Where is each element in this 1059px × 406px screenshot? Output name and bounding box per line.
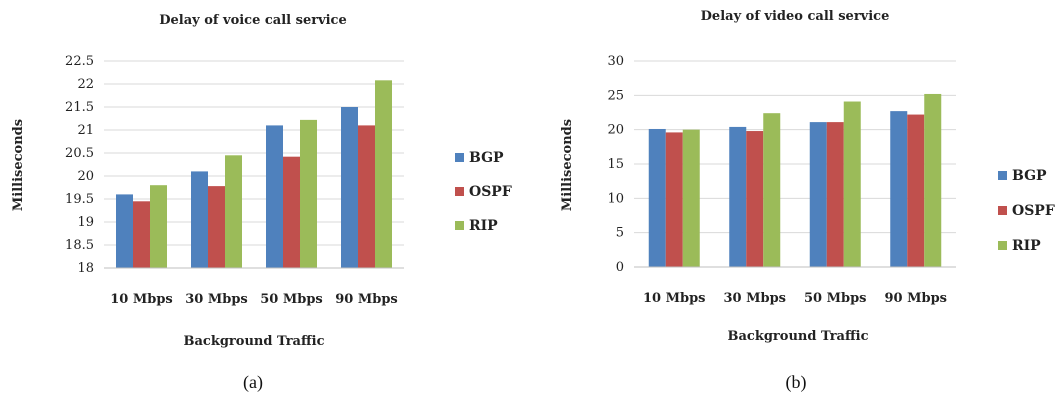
chart-a-legend: BGP OSPF RIP <box>455 150 512 234</box>
bar-ospf-3 <box>826 122 844 267</box>
legend-label-ospf: OSPF <box>1012 203 1055 219</box>
y-tick-label: 18.5 <box>65 238 94 253</box>
x-category-label: 10 Mbps <box>110 292 173 307</box>
x-category-label: 30 Mbps <box>185 292 248 307</box>
bar-ospf-1 <box>665 132 683 267</box>
bar-rip-4 <box>924 93 942 268</box>
bar-rip-3 <box>300 119 317 268</box>
y-tick-label: 21.5 <box>65 100 94 115</box>
legend-label-bgp: BGP <box>469 150 504 166</box>
bar-bgp-3 <box>809 122 827 267</box>
legend-label-ospf: OSPF <box>469 184 512 200</box>
y-tick-label: 10 <box>607 191 624 206</box>
legend-label-rip: RIP <box>1012 238 1041 254</box>
bar-ospf-1 <box>133 201 150 268</box>
bar-ospf-3 <box>283 156 300 268</box>
bar-bgp-2 <box>729 126 747 267</box>
chart-a-title: Delay of voice call service <box>159 13 347 28</box>
bar-ospf-2 <box>208 186 225 268</box>
x-category-label: 50 Mbps <box>260 292 323 307</box>
bar-bgp-4 <box>890 111 908 267</box>
y-tick-label: 19.5 <box>65 192 94 207</box>
bar-ospf-4 <box>907 114 925 267</box>
chart-b-ylabel: Milliseconds <box>560 119 575 211</box>
chart-b-xlabel: Background Traffic <box>728 329 869 344</box>
legend-swatch-rip <box>455 221 464 230</box>
chart-b-y-ticks: 0 5 10 15 20 25 30 <box>607 54 624 275</box>
x-category-label: 30 Mbps <box>723 291 786 306</box>
chart-a: Delay of voice call service Milliseconds… <box>11 13 512 393</box>
bar-ospf-2 <box>746 131 764 267</box>
legend-swatch-ospf <box>998 206 1007 215</box>
y-tick-label: 20.5 <box>65 146 94 161</box>
x-category-label: 50 Mbps <box>804 291 867 306</box>
chart-b-categories: 10 Mbps 30 Mbps 50 Mbps 90 Mbps <box>643 291 947 306</box>
y-tick-label: 5 <box>616 226 624 241</box>
bar-rip-3 <box>843 101 861 267</box>
chart-a-y-ticks: 18 18.5 19 19.5 20 20.5 21 21.5 22 22.5 <box>65 54 94 276</box>
chart-b-bars <box>648 93 942 268</box>
y-tick-label: 21 <box>77 123 94 138</box>
bar-bgp-4 <box>341 107 358 268</box>
y-tick-label: 0 <box>616 260 624 275</box>
bar-rip-2 <box>763 113 781 267</box>
y-tick-label: 18 <box>77 261 94 276</box>
bar-bgp-1 <box>648 128 666 267</box>
y-tick-label: 30 <box>607 54 624 69</box>
x-category-label: 90 Mbps <box>335 292 398 307</box>
bar-rip-2 <box>225 155 242 268</box>
legend-swatch-ospf <box>455 187 464 196</box>
chart-b-title: Delay of video call service <box>701 9 890 24</box>
legend-label-rip: RIP <box>469 218 498 234</box>
y-tick-label: 15 <box>607 157 624 172</box>
y-tick-label: 22 <box>77 77 94 92</box>
bar-bgp-2 <box>191 171 208 268</box>
legend-swatch-bgp <box>998 171 1007 180</box>
y-tick-label: 22.5 <box>65 54 94 69</box>
bar-rip-1 <box>682 129 700 267</box>
x-category-label: 10 Mbps <box>643 291 706 306</box>
legend-swatch-bgp <box>455 153 464 162</box>
chart-a-categories: 10 Mbps 30 Mbps 50 Mbps 90 Mbps <box>110 292 398 307</box>
chart-b: Delay of video call service Milliseconds… <box>560 9 1055 393</box>
y-tick-label: 20 <box>77 169 94 184</box>
chart-a-xlabel: Background Traffic <box>184 334 325 349</box>
y-tick-label: 19 <box>77 215 94 230</box>
bar-rip-4 <box>375 80 392 268</box>
chart-a-bars <box>116 80 392 269</box>
y-tick-label: 25 <box>607 88 624 103</box>
chart-b-caption: (b) <box>786 372 807 393</box>
chart-a-caption: (a) <box>243 372 263 393</box>
bar-bgp-3 <box>266 125 283 269</box>
legend-label-bgp: BGP <box>1012 168 1047 184</box>
y-tick-label: 20 <box>607 123 624 138</box>
chart-b-legend: BGP OSPF RIP <box>998 168 1055 254</box>
bar-ospf-4 <box>358 125 375 269</box>
bar-rip-1 <box>150 185 167 268</box>
x-category-label: 90 Mbps <box>884 291 947 306</box>
legend-swatch-rip <box>998 241 1007 250</box>
chart-a-ylabel: Milliseconds <box>11 119 26 211</box>
bar-bgp-1 <box>116 194 133 268</box>
